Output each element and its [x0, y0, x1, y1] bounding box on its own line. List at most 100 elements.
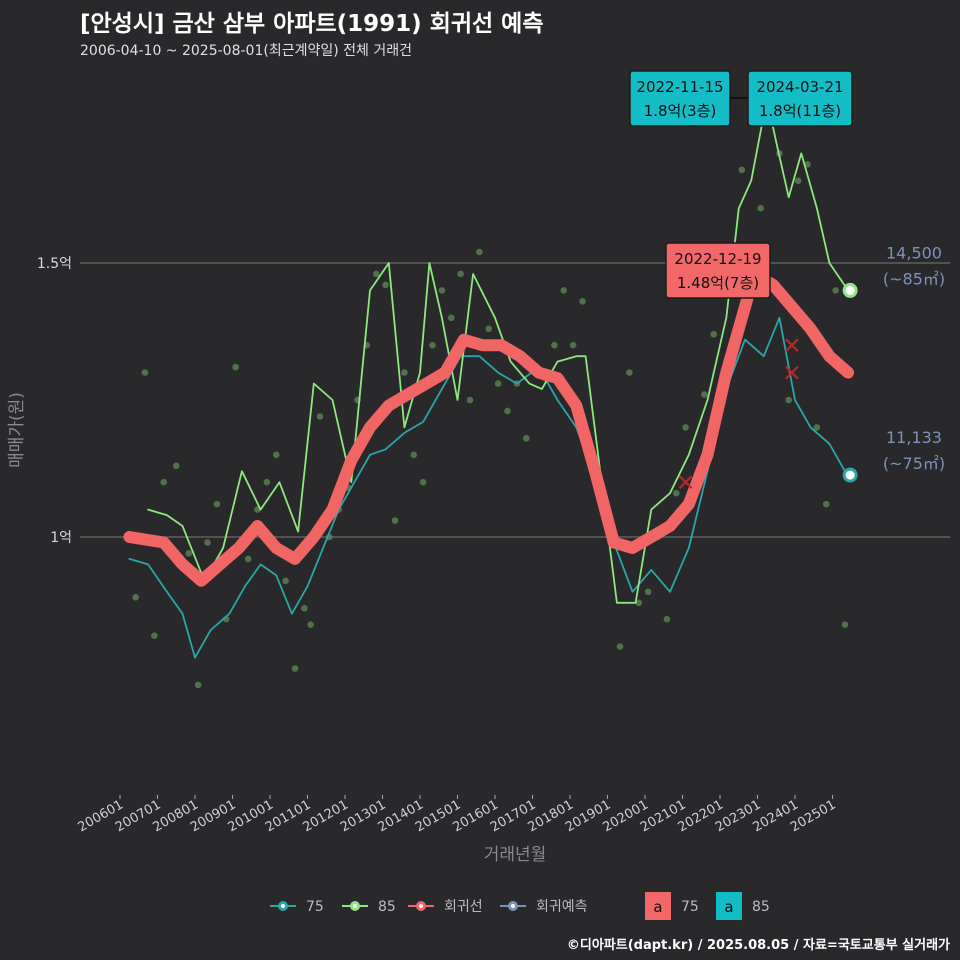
chart-subtitle: 2006-04-10 ~ 2025-08-01(최근계약일) 전체 거래건: [80, 43, 412, 59]
legend-swatch: [716, 892, 742, 920]
scatter-point: [132, 593, 139, 601]
scatter-point: [485, 325, 493, 333]
legend-swatch-symbol: a: [653, 898, 662, 916]
annotation-date: 2022-11-15: [636, 78, 723, 96]
legend-swatch-symbol: a: [724, 898, 733, 916]
annotation-date: 2022-12-19: [674, 250, 761, 268]
scatter-point: [410, 451, 418, 459]
scatter-point: [757, 204, 764, 212]
legend-label: 회귀선: [444, 899, 483, 915]
end-point: [842, 282, 858, 298]
scatter-point: [682, 424, 689, 431]
annotation-price: 1.8억(3층): [644, 102, 717, 120]
scatter-point: [672, 489, 680, 497]
scatter-point: [663, 615, 671, 623]
legend-label: 85: [752, 899, 770, 915]
annotation-date: 2024-03-21: [756, 78, 843, 96]
legend-item: 85: [342, 899, 396, 915]
legend-dot-center: [419, 904, 423, 908]
annotation-label: 2022-11-15 1.8억(3층): [629, 70, 731, 127]
scatter-point: [316, 413, 324, 420]
scatter-point: [160, 478, 168, 486]
scatter-point: [447, 314, 455, 322]
series-line-85: [147, 97, 849, 604]
annotation-price: 1.8억(11층): [759, 102, 841, 120]
legend-item: 75: [270, 899, 324, 915]
scatter-point: [832, 287, 839, 294]
scatter-point: [551, 341, 558, 349]
scatter-point: [391, 517, 399, 524]
legend-label: 회귀예측: [536, 899, 588, 915]
outlier-cross: [785, 365, 799, 380]
scatter-point: [644, 588, 652, 596]
legend-dot-center: [353, 904, 357, 908]
scatter-point: [272, 451, 280, 459]
end-point: [842, 467, 858, 483]
scatter-point: [301, 604, 308, 612]
scatter-point: [141, 369, 149, 376]
end-value-label: 11,133: [886, 428, 942, 447]
annotation-box: [665, 242, 771, 299]
scatter-point: [438, 287, 446, 294]
footer-credit: ©디아파트(dapt.kr) / 2025.08.05 / 자료=국토교통부 실…: [566, 938, 950, 953]
legend-box-item: a 75: [645, 892, 699, 920]
scatter-point: [204, 539, 211, 546]
legend-label: 75: [681, 899, 699, 915]
scatter-point: [522, 435, 530, 442]
scatter-point: [263, 478, 271, 486]
scatter-point: [635, 599, 643, 607]
scatter-point: [232, 363, 239, 371]
end-area-label: (~85㎡): [883, 269, 945, 288]
scatter-point: [291, 665, 299, 672]
scatter-point: [307, 621, 314, 628]
scatter-point: [466, 396, 474, 404]
legend-dot-center: [281, 904, 285, 908]
annotation-label: 2024-03-21 1.8억(11층): [747, 70, 853, 127]
y-tick-label: 1.5억: [37, 256, 72, 272]
outlier-cross: [678, 475, 693, 489]
scatter-point: [616, 643, 624, 650]
scatter-point: [172, 462, 180, 470]
y-tick-label: 1억: [50, 530, 72, 546]
scatter-point: [401, 369, 408, 376]
scatter-point: [822, 500, 830, 508]
legend-dot-center: [511, 904, 515, 908]
scatter-point: [151, 632, 158, 639]
scatter-point: [804, 161, 811, 168]
legend-box-item: a 85: [716, 892, 770, 920]
scatter-point: [569, 341, 577, 349]
annotation-label: 2022-12-19 1.48억(7층): [665, 242, 771, 299]
legend-swatch: [645, 892, 671, 920]
legend-item: 회귀예측: [500, 899, 588, 915]
scatter-point: [213, 500, 221, 508]
scatter-point: [194, 681, 202, 689]
scatter-point: [813, 424, 821, 431]
scatter-point: [626, 369, 633, 376]
end-value-label: 14,500: [886, 243, 942, 262]
scatter-point: [457, 270, 464, 278]
legend-label: 85: [378, 899, 396, 915]
end-area-label: (~75㎡): [883, 454, 945, 473]
annotation-price: 1.48억(7층): [677, 274, 759, 292]
scatter-point: [504, 407, 511, 415]
scatter-point: [785, 396, 793, 404]
scatter-point: [382, 281, 389, 289]
scatter-point: [579, 298, 586, 305]
scatter-point: [701, 391, 708, 398]
scatter-point: [282, 577, 289, 585]
scatter-point: [429, 341, 436, 349]
outlier-cross: [785, 338, 799, 352]
scatter-point: [560, 287, 568, 294]
regression-line: [123, 268, 855, 587]
scatter-point: [841, 621, 849, 628]
y-axis-title: 매매가(원): [7, 392, 27, 468]
x-axis-title: 거래년월: [484, 845, 547, 865]
scatter-point: [738, 166, 746, 174]
scatter-point: [476, 248, 483, 256]
legend-label: 75: [306, 899, 324, 915]
scatter-point: [419, 478, 427, 486]
scatter-point: [494, 380, 502, 387]
scatter-point: [372, 270, 380, 278]
legend-item: 회귀선: [408, 899, 483, 915]
